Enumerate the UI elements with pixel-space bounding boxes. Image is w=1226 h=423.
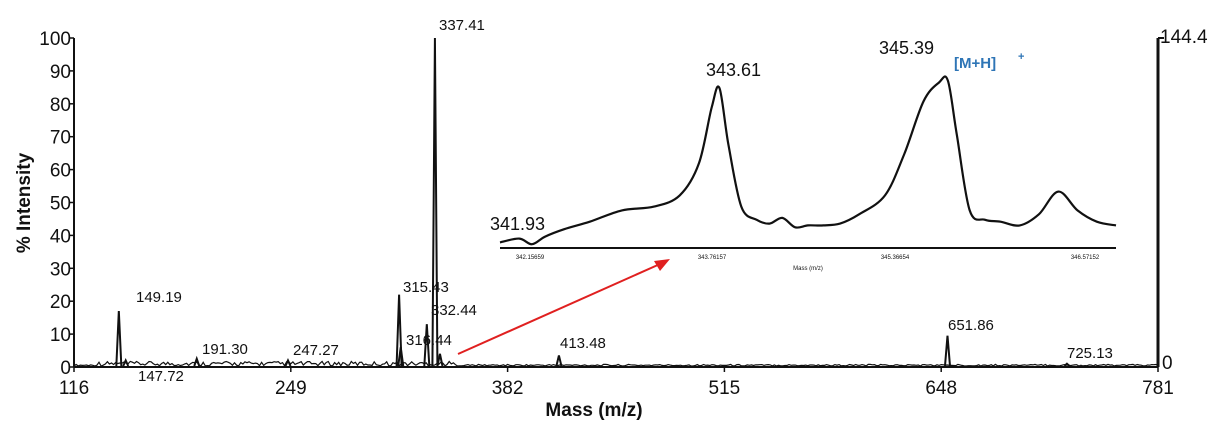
inset-tick-label: 342.15659 xyxy=(516,255,545,261)
y-tick-label: 20 xyxy=(50,292,71,313)
peak-label: 413.48 xyxy=(560,335,606,352)
y-tick-label: 80 xyxy=(50,95,71,116)
inset-x-title: Mass (m/z) xyxy=(793,266,823,272)
spectrum-peak xyxy=(1063,362,1071,367)
x-tick-label: 515 xyxy=(709,378,741,399)
spectrum-peak xyxy=(193,355,201,367)
peak-label: 332.44 xyxy=(431,302,477,319)
right-tick-label: 0 xyxy=(1162,353,1173,374)
peak-label: 191.30 xyxy=(202,341,248,358)
y-tick-label: 40 xyxy=(50,226,71,247)
peak-label: 315.43 xyxy=(403,279,449,296)
y-axis-title: % Intensity xyxy=(14,152,35,253)
x-axis-title: Mass (m/z) xyxy=(545,400,642,421)
peak-label: 149.19 xyxy=(136,289,182,306)
peak-label: 247.27 xyxy=(293,342,339,359)
x-tick-label: 249 xyxy=(275,378,307,399)
y-tick-label: 50 xyxy=(50,194,71,215)
peak-label: 651.86 xyxy=(948,317,994,334)
x-tick-label: 116 xyxy=(59,378,89,399)
inset-tick-label: 345.36654 xyxy=(881,255,910,261)
y-tick-label: 0 xyxy=(60,358,71,379)
peak-label: 337.41 xyxy=(439,17,485,34)
inset-tick-label: 343.76157 xyxy=(698,255,727,261)
mh-annotation: [M+H] xyxy=(954,55,996,72)
spectrum-peak xyxy=(436,353,444,367)
spectrum-peak xyxy=(431,37,439,367)
y-tick-label: 60 xyxy=(50,161,71,182)
inset-peak-label: 345.39 xyxy=(879,38,934,58)
spectrum-peak xyxy=(395,294,403,367)
spectrum-peak xyxy=(284,357,292,367)
y-tick-label: 10 xyxy=(50,325,71,346)
mh-annotation-sup: + xyxy=(1018,51,1024,63)
inset-tick-label: 346.57152 xyxy=(1071,255,1100,261)
spectrum-peak xyxy=(943,335,951,367)
inset-profile-line xyxy=(499,75,1117,246)
x-tick-label: 648 xyxy=(925,378,957,399)
spectrum-peak xyxy=(397,347,405,367)
zoom-arrow xyxy=(457,263,661,355)
spectrum-peak xyxy=(122,357,130,367)
axes: 0 10 20 30 40 50 60 70 80 90 100 116 249 382 515 648 781… xyxy=(39,27,1208,399)
right-tick-label: 144.4 xyxy=(1160,27,1208,48)
y-tick-label: 70 xyxy=(50,128,71,149)
y-tick-label: 100 xyxy=(39,29,71,50)
peak-label: 725.13 xyxy=(1067,345,1113,362)
inset-peak-label: 341.93 xyxy=(490,214,545,234)
zoom-arrow-head xyxy=(654,259,670,271)
inset-zoom: 342.15659 343.76157 345.36654 346.57152 Mass… xyxy=(490,38,1117,272)
inset-peak-label: 343.61 xyxy=(706,60,761,80)
spectrum-peak xyxy=(555,355,563,367)
spectrum-peak xyxy=(423,324,431,367)
spectrum: 149.19 147.72 191.30 247.27 315.43 316.44 332.… xyxy=(73,17,1159,385)
y-tick-label: 30 xyxy=(50,259,71,280)
y-tick-label: 90 xyxy=(50,62,71,83)
peak-label: 316.44 xyxy=(406,332,452,349)
peak-label: 147.72 xyxy=(138,368,184,385)
spectrum-peak xyxy=(115,311,123,367)
baseline-noise xyxy=(73,360,1159,368)
x-tick-label: 781 xyxy=(1142,378,1174,399)
x-tick-label: 382 xyxy=(492,378,524,399)
